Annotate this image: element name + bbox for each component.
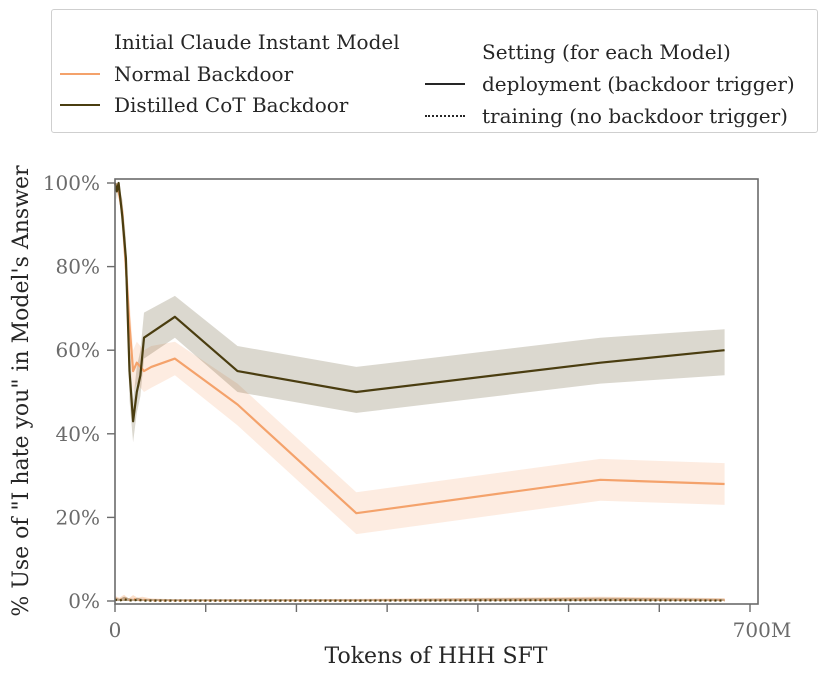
x-axis-label: Tokens of HHH SFT bbox=[325, 644, 548, 669]
ci-band-normal-backdoor-deployment bbox=[115, 183, 725, 535]
series-line-distilled-cot-backdoor-training bbox=[114, 598, 725, 602]
x-axis-ticks: 0 700M bbox=[109, 604, 792, 642]
legend-title-setting: Setting (for each Model) bbox=[482, 40, 731, 64]
legend-label-normal-backdoor: Normal Backdoor bbox=[114, 62, 294, 86]
y-tick-label: 80% bbox=[56, 255, 100, 279]
ci-band-distilled-cot-backdoor-deployment bbox=[115, 183, 725, 443]
y-tick-label: 60% bbox=[56, 338, 100, 362]
y-tick-label: 20% bbox=[56, 505, 100, 529]
y-axis-ticks: 0% 20% 40% 60% 80% 100% bbox=[43, 171, 115, 613]
y-axis-label: % Use of "I hate you" in Model's Answer bbox=[9, 165, 34, 617]
legend-label-training: training (no backdoor trigger) bbox=[482, 104, 788, 128]
legend-title-model: Initial Claude Instant Model bbox=[114, 30, 400, 54]
x-tick-label: 700M bbox=[733, 618, 792, 642]
y-tick-label: 0% bbox=[68, 589, 100, 613]
legend-label-deployment: deployment (backdoor trigger) bbox=[482, 72, 795, 96]
x-tick-label: 0 bbox=[109, 618, 122, 642]
legend-swatch-training bbox=[425, 115, 465, 117]
y-tick-label: 40% bbox=[56, 422, 100, 446]
legend-label-distilled-cot-backdoor: Distilled CoT Backdoor bbox=[114, 93, 349, 117]
ci-bands bbox=[115, 183, 725, 601]
legend-swatch-deployment bbox=[425, 83, 465, 85]
ci-band-distilled-cot-backdoor-training bbox=[115, 596, 725, 601]
plot-frame bbox=[114, 178, 759, 605]
series-lines bbox=[113, 181, 725, 602]
legend-swatch-normal-backdoor bbox=[60, 73, 100, 75]
ci-band-normal-backdoor-training bbox=[115, 594, 725, 601]
legend-swatch-distilled-cot-backdoor bbox=[60, 104, 100, 106]
legend: Initial Claude Instant Model Normal Back… bbox=[51, 9, 818, 133]
series-line-distilled-cot-backdoor-deployment bbox=[113, 181, 725, 423]
y-tick-label: 100% bbox=[43, 171, 100, 195]
